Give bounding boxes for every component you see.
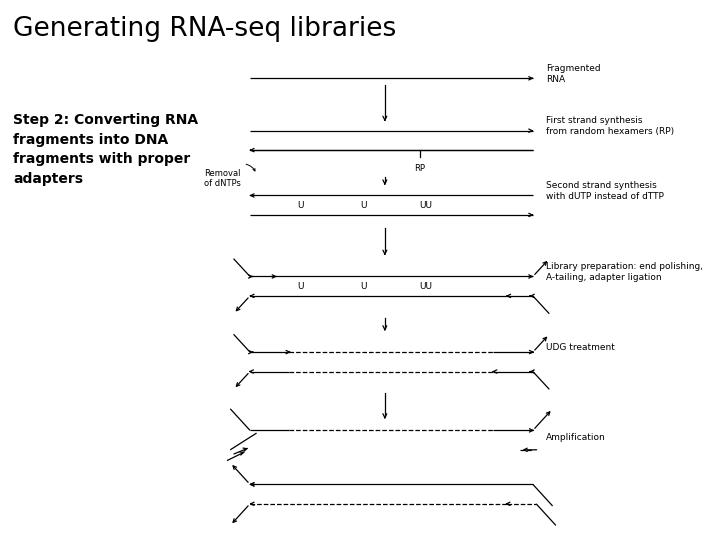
Text: First strand synthesis
from random hexamers (RP): First strand synthesis from random hexam…	[546, 116, 674, 137]
Text: U: U	[360, 201, 366, 210]
Text: Generating RNA-seq libraries: Generating RNA-seq libraries	[13, 16, 397, 42]
Text: Removal
of dNTPs: Removal of dNTPs	[204, 169, 240, 188]
Text: U: U	[297, 282, 304, 291]
Text: UU: UU	[419, 201, 432, 210]
Text: UDG treatment: UDG treatment	[546, 343, 615, 352]
Text: U: U	[360, 282, 366, 291]
Text: Step 2: Converting RNA
fragments into DNA
fragments with proper
adapters: Step 2: Converting RNA fragments into DN…	[13, 113, 198, 186]
Text: Library preparation: end polishing,
A-tailing, adapter ligation: Library preparation: end polishing, A-ta…	[546, 262, 703, 282]
Text: RP: RP	[414, 164, 426, 173]
Text: U: U	[297, 201, 304, 210]
Text: Second strand synthesis
with dUTP instead of dTTP: Second strand synthesis with dUTP instea…	[546, 181, 664, 201]
Text: UU: UU	[419, 282, 432, 291]
Text: Amplification: Amplification	[546, 433, 606, 442]
Text: Fragmented
RNA: Fragmented RNA	[546, 64, 600, 84]
